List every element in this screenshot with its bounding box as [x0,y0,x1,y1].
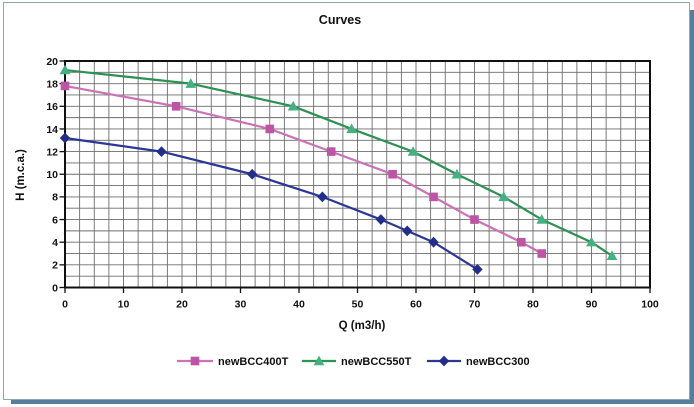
diamond-marker [59,132,71,144]
square-marker [470,215,479,224]
legend-label: newBCC550T [341,356,412,368]
series-newBCC300 [59,132,483,275]
series-line-newBCC300 [64,136,479,271]
x-tick-label: 60 [410,299,422,311]
x-tick-label: 20 [176,299,188,311]
triangle-marker [536,214,548,224]
y-tick-label: 6 [52,214,58,226]
x-tick-label: 80 [527,299,539,311]
data-series [59,64,618,275]
triangle-marker [498,191,510,202]
square-marker [60,81,70,91]
triangle-marker [59,64,71,75]
y-tick-label: 16 [46,101,58,113]
x-tick-label: 0 [62,299,68,311]
chart-title: Curves [319,13,361,27]
triangle-marker [451,168,463,179]
diamond-marker [156,146,167,157]
diamond-marker [375,214,387,225]
legend-label: newBCC300 [466,356,530,368]
diamond-marker [402,225,413,237]
triangle-marker [346,123,358,134]
legend-square-marker [190,356,200,366]
legend-triangle-marker [313,355,325,366]
y-tick-label: 18 [46,78,58,90]
legend-item-newBCC400T: newBCC400T [177,356,289,368]
legend-diamond-marker [438,355,450,367]
square-marker [171,102,181,111]
diamond-marker [247,168,258,180]
diamond-marker [428,236,439,248]
diamond-marker [317,191,328,203]
x-tick-label: 50 [352,299,364,311]
square-marker [537,249,547,258]
y-tick-label: 14 [46,124,58,136]
tick-labels: 0 10 20 30 40 50 60 70 80 90 100 0 2 4 6 8 10 12 14 16 18 20 [46,56,659,311]
triangle-marker [185,78,197,88]
square-marker [429,192,438,202]
x-tick-label: 100 [641,299,659,311]
legend-item-newBCC550T: newBCC550T [302,355,412,368]
y-tick-label: 0 [52,282,58,294]
x-tick-label: 90 [586,299,598,311]
chart-frame [3,2,690,400]
triangle-marker [586,236,597,247]
axes [64,60,651,289]
x-tick-label: 70 [469,299,481,311]
series-newBCC400T [60,81,547,258]
gridlines [64,60,651,288]
y-tick-label: 10 [46,169,58,181]
x-tick-label: 10 [118,299,130,311]
square-marker [388,169,397,179]
y-tick-label: 8 [52,192,58,204]
y-tick-label: 2 [52,260,58,272]
triangle-marker [606,250,618,260]
square-marker [517,237,526,247]
square-marker [265,124,275,134]
diamond-marker [472,263,483,275]
y-tick-label: 4 [52,237,58,249]
legend-label: newBCC400T [218,356,289,368]
x-tick-label: 30 [235,299,247,311]
legend-item-newBCC300: newBCC300 [427,355,530,368]
x-tick-label: 40 [293,299,305,311]
plot-border [64,60,651,289]
series-newBCC550T [59,64,618,260]
y-tick-label: 20 [46,56,58,68]
legend: newBCC400T newBCC550T newBCC300 [177,355,530,368]
y-axis-title: H (m.c.a.) [15,149,27,201]
x-axis-title: Q (m3/h) [339,320,386,332]
triangle-marker [407,146,419,156]
y-tick-label: 12 [46,146,58,158]
series-line-newBCC550T [64,68,613,257]
square-marker [326,147,336,156]
triangle-marker [287,100,299,111]
